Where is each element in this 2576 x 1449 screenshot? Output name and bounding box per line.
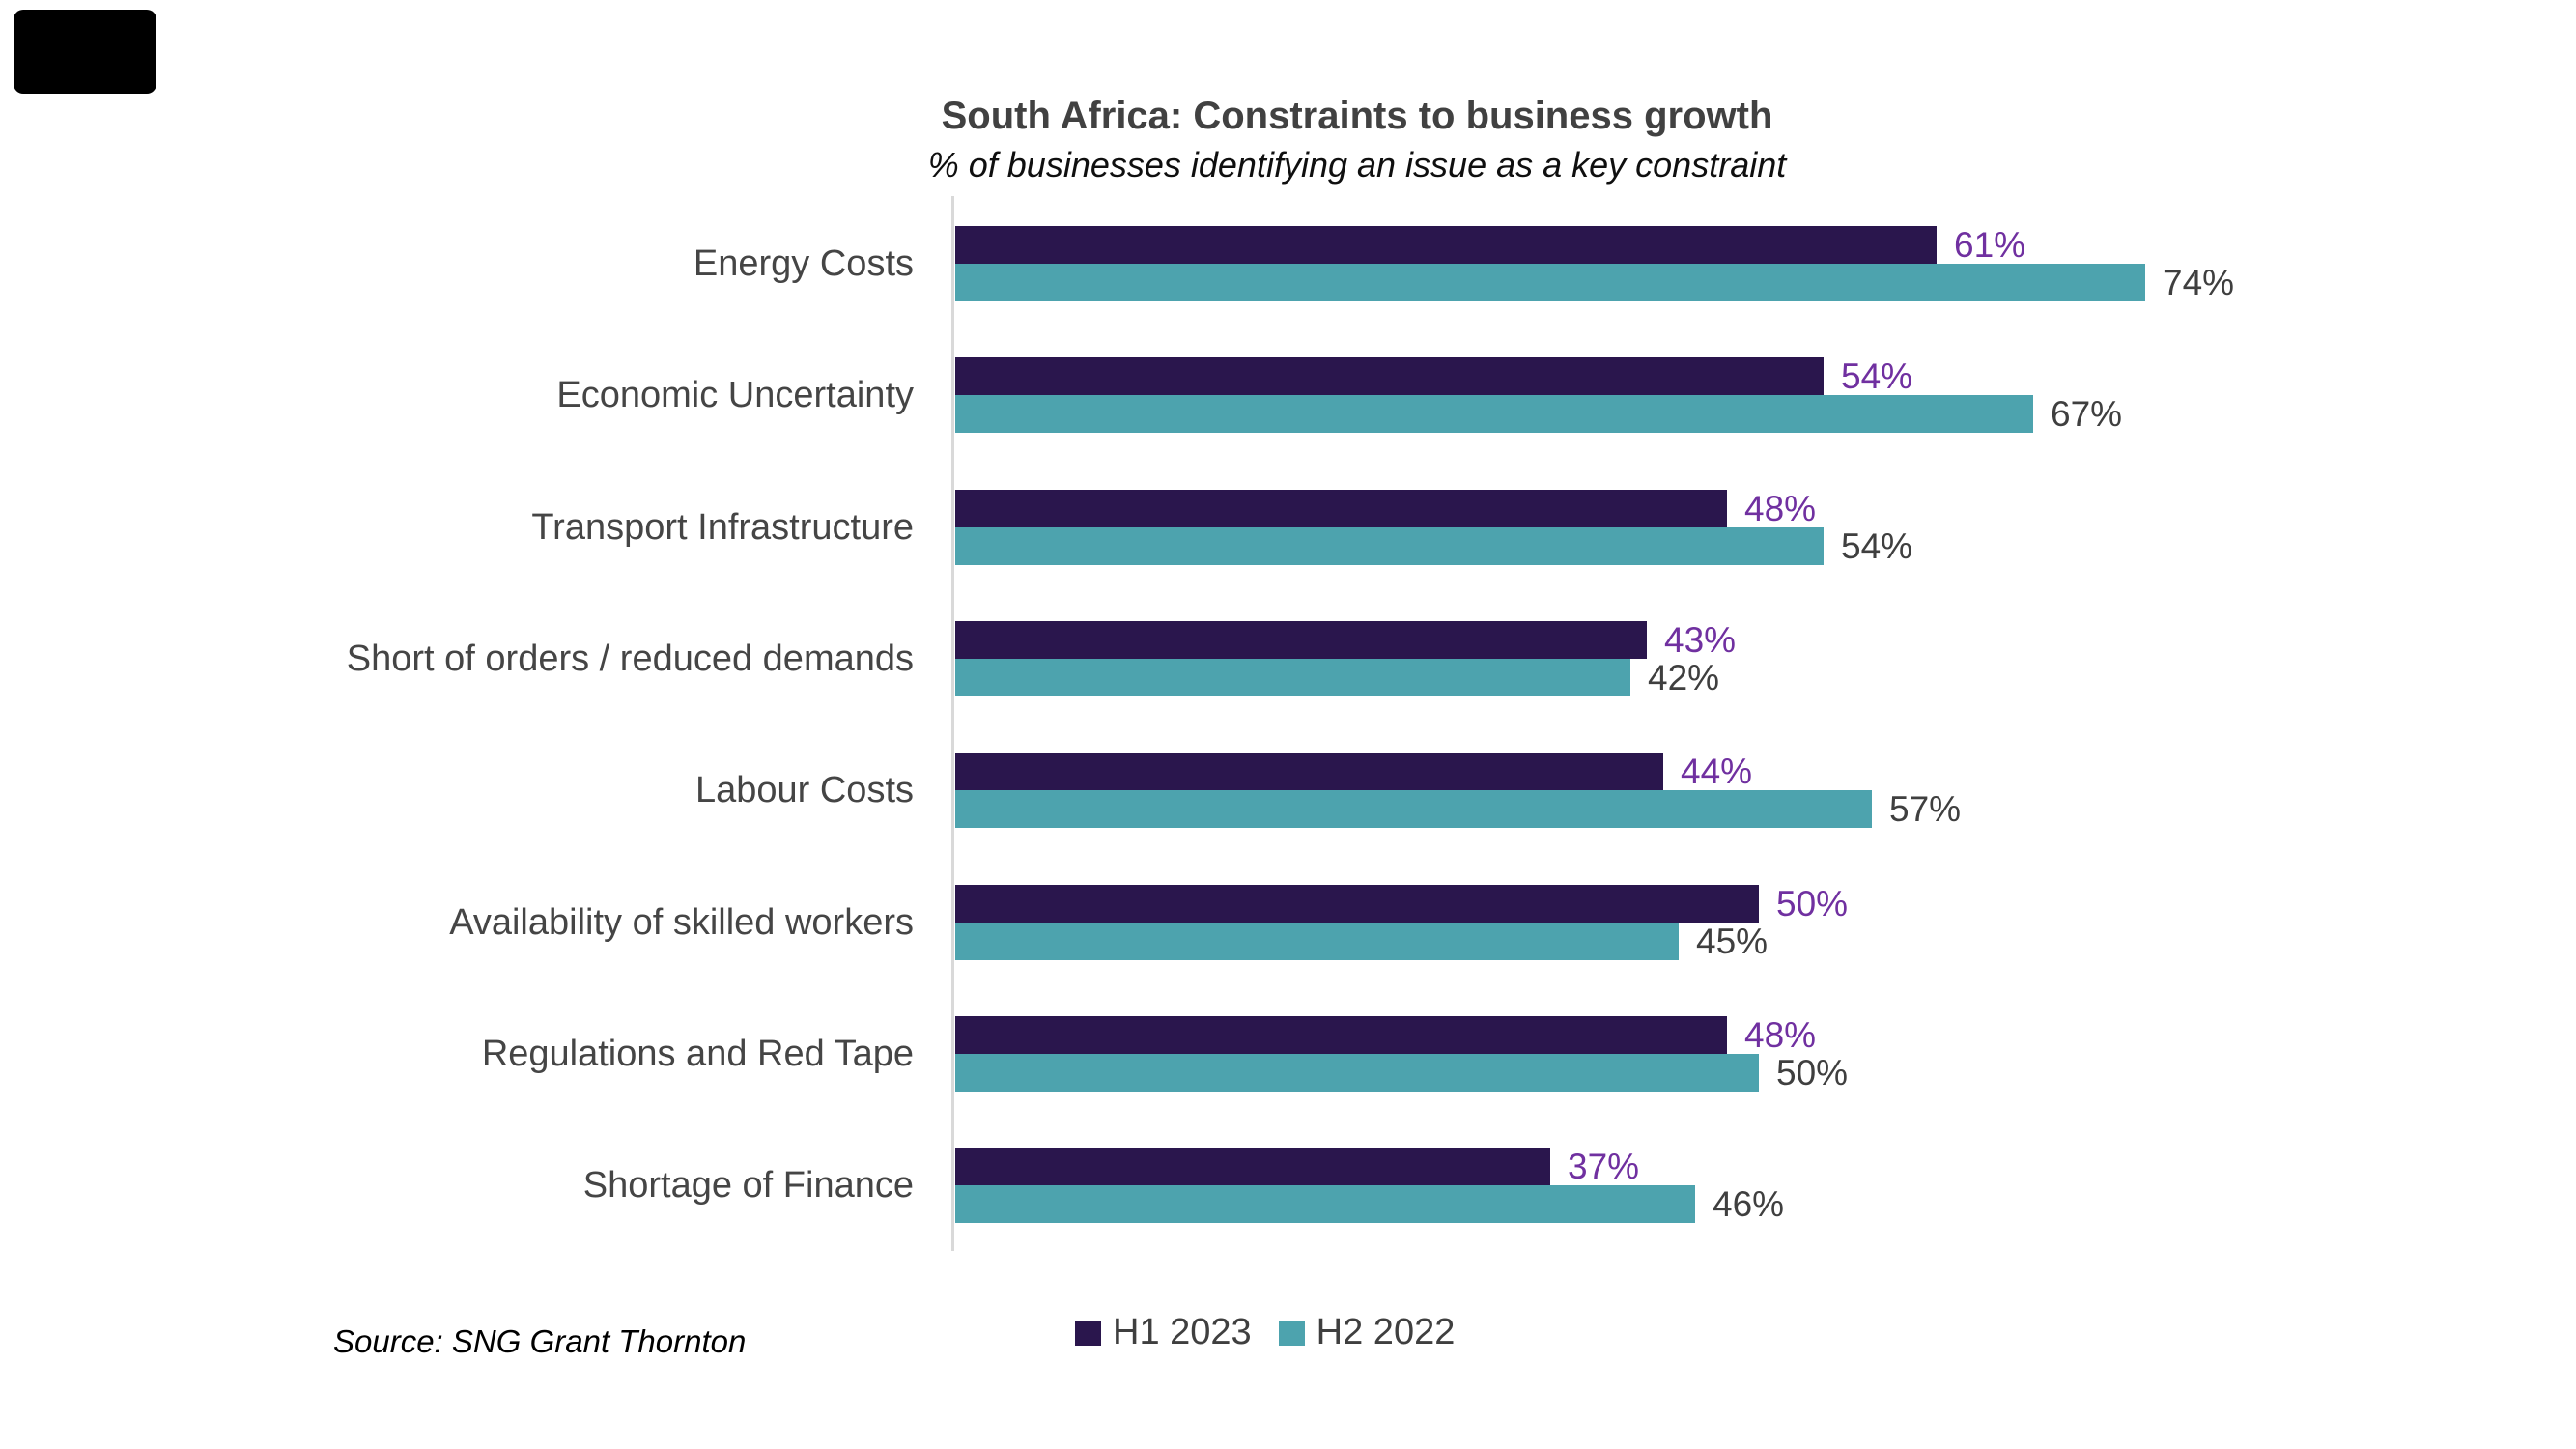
legend-item-h2-2022: H2 2022 xyxy=(1278,1312,1456,1353)
bar-h1-2023 xyxy=(955,1016,1727,1054)
legend-label-h1-2023: H1 2023 xyxy=(1113,1312,1252,1352)
chart-subtitle: % of businesses identifying an issue as … xyxy=(927,145,1787,185)
y-axis-line xyxy=(951,196,954,1251)
value-label-h2-2022: 57% xyxy=(1889,789,1962,829)
bar-h2-2022 xyxy=(955,264,2145,301)
legend-item-h1-2023: H1 2023 xyxy=(1075,1312,1252,1353)
category-label: Transport Infrastructure xyxy=(531,506,914,548)
category-label: Energy Costs xyxy=(693,242,914,284)
category-label: Short of orders / reduced demands xyxy=(346,638,914,679)
value-label-h1-2023: 37% xyxy=(1568,1147,1640,1186)
value-label-h2-2022: 45% xyxy=(1696,922,1769,961)
value-label-h1-2023: 43% xyxy=(1664,620,1737,660)
bar-h2-2022 xyxy=(955,527,1824,565)
bar-h1-2023 xyxy=(955,621,1647,659)
bar-h2-2022 xyxy=(955,923,1679,960)
legend-label-h2-2022: H2 2022 xyxy=(1316,1312,1456,1352)
value-label-h1-2023: 54% xyxy=(1841,356,1913,396)
bar-h1-2023 xyxy=(955,1148,1550,1185)
bar-h1-2023 xyxy=(955,885,1759,923)
bar-h1-2023 xyxy=(955,753,1663,790)
value-label-h1-2023: 50% xyxy=(1776,884,1849,923)
value-label-h2-2022: 67% xyxy=(2051,394,2123,434)
value-label-h1-2023: 48% xyxy=(1744,1015,1817,1055)
category-label: Labour Costs xyxy=(694,769,914,810)
source-note: Source: SNG Grant Thornton xyxy=(333,1323,747,1359)
legend: H1 2023 H2 2022 xyxy=(1075,1312,1455,1353)
category-label: Shortage of Finance xyxy=(582,1164,914,1206)
value-label-h2-2022: 42% xyxy=(1648,658,1720,697)
bar-h2-2022 xyxy=(955,395,2033,433)
bar-h1-2023 xyxy=(955,357,1824,395)
bar-h1-2023 xyxy=(955,226,1937,264)
value-label-h1-2023: 48% xyxy=(1744,489,1817,528)
value-label-h2-2022: 54% xyxy=(1841,526,1913,566)
legend-swatch-h1-2023 xyxy=(1075,1320,1101,1346)
value-label-h2-2022: 74% xyxy=(2163,263,2235,302)
value-label-h1-2023: 61% xyxy=(1954,225,2026,265)
bar-h2-2022 xyxy=(955,790,1872,828)
chart-title: South Africa: Constraints to business gr… xyxy=(941,95,1773,137)
bar-h2-2022 xyxy=(955,1185,1695,1223)
value-label-h2-2022: 46% xyxy=(1713,1184,1785,1224)
logo-block xyxy=(14,10,156,94)
bar-h2-2022 xyxy=(955,659,1630,696)
legend-swatch-h2-2022 xyxy=(1278,1320,1305,1346)
category-label: Availability of skilled workers xyxy=(449,901,914,943)
bar-h1-2023 xyxy=(955,490,1727,527)
value-label-h1-2023: 44% xyxy=(1681,752,1753,791)
bar-h2-2022 xyxy=(955,1054,1759,1092)
category-label: Economic Uncertainty xyxy=(556,374,914,415)
category-label: Regulations and Red Tape xyxy=(481,1033,914,1074)
value-label-h2-2022: 50% xyxy=(1776,1053,1849,1093)
